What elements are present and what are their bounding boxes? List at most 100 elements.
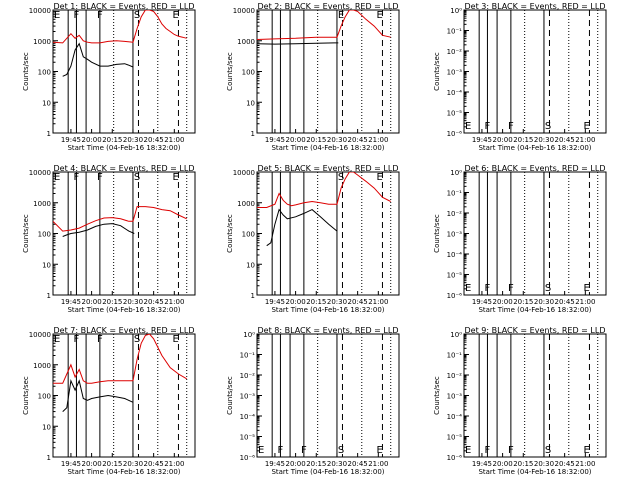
- panel-det-7: Det 7: BLACK = Events, RED = LLD 1 10 100 10…: [22, 326, 196, 476]
- plot-frame: [52, 171, 196, 296]
- event-marker-label: S: [338, 172, 344, 183]
- plot-frame: [52, 9, 196, 134]
- y-tick-label: 10: [246, 99, 255, 107]
- y-tick-label: 1: [47, 292, 51, 300]
- event-marker-label: F: [485, 445, 491, 456]
- event-marker-label: E: [465, 121, 471, 132]
- y-tick-label: 1000: [237, 38, 255, 46]
- x-tick-label: 20:45: [555, 136, 575, 144]
- panel-title: Det 4: BLACK = Events, RED = LLD: [54, 164, 195, 173]
- panel-det-3: Det 3: BLACK = Events, RED = LLD 10⁻⁶ 10⁻⁵…: [433, 2, 607, 152]
- x-tick-label: 21:00: [368, 460, 388, 468]
- x-tick-label: 19:45: [265, 136, 285, 144]
- y-tick-label: 10⁰: [450, 169, 462, 177]
- x-tick-label: 20:15: [306, 298, 326, 306]
- x-tick-label: 20:15: [513, 136, 533, 144]
- y-axis-label: Counts/sec: [226, 52, 234, 91]
- y-tick-label: 10⁻⁶: [240, 454, 256, 462]
- x-tick-label: 20:45: [348, 136, 368, 144]
- x-tick-label: 20:30: [534, 298, 554, 306]
- y-tick-label: 10⁻⁴: [447, 413, 463, 421]
- event-marker-label: F: [74, 10, 80, 21]
- plot-frame: [256, 9, 400, 134]
- x-tick-label: 20:00: [82, 460, 102, 468]
- event-marker-label: F: [97, 172, 103, 183]
- x-axis-label: Start Time (04-Feb-16 18:32:00): [271, 306, 384, 314]
- panel-det-5: Det 5: BLACK = Events, RED = LLD 1 10 100 10…: [226, 164, 400, 314]
- x-tick-label: 21:00: [164, 136, 184, 144]
- event-marker-label: F: [74, 334, 80, 345]
- x-tick-label: 20:15: [102, 298, 122, 306]
- y-tick-label: 10⁻⁵: [447, 110, 463, 118]
- panel-det-6: Det 6: BLACK = Events, RED = LLD 10⁻⁶ 10⁻⁵…: [433, 164, 607, 314]
- x-tick-label: 19:45: [472, 298, 492, 306]
- x-tick-label: 20:30: [327, 136, 347, 144]
- x-tick-label: 19:45: [61, 460, 81, 468]
- plot-frame: [256, 171, 400, 296]
- panel-det-4: Det 4: BLACK = Events, RED = LLD 1 10 100 10…: [22, 164, 196, 314]
- plot-frame: [52, 333, 196, 458]
- event-marker-label: E: [584, 445, 590, 456]
- series-lld-line: [257, 172, 391, 208]
- y-tick-label: 10⁻⁵: [447, 272, 463, 280]
- x-tick-label: 20:45: [144, 460, 164, 468]
- y-tick-label: 10⁻³: [447, 393, 463, 401]
- event-marker-label: E: [377, 445, 383, 456]
- y-axis-label: Counts/sec: [226, 376, 234, 415]
- event-marker-label: E: [377, 10, 383, 21]
- x-axis-label: Start Time (04-Feb-16 18:32:00): [478, 144, 591, 152]
- x-tick-label: 20:30: [327, 460, 347, 468]
- event-marker-label: F: [508, 283, 514, 294]
- event-marker-label: E: [173, 172, 179, 183]
- x-tick-label: 20:00: [493, 136, 513, 144]
- y-tick-label: 10⁻⁶: [447, 292, 463, 300]
- y-tick-label: 10⁰: [450, 7, 462, 15]
- x-tick-label: 21:00: [575, 136, 595, 144]
- series-events-line: [62, 42, 134, 77]
- x-tick-label: 19:45: [265, 460, 285, 468]
- event-marker-label: E: [173, 10, 179, 21]
- series-lld-line: [53, 206, 187, 232]
- y-tick-label: 10⁻²: [447, 372, 463, 380]
- x-axis-label: Start Time (04-Feb-16 18:32:00): [67, 468, 180, 476]
- event-marker-label: S: [134, 172, 140, 183]
- event-marker-label: E: [54, 10, 60, 21]
- event-marker-label: E: [173, 334, 179, 345]
- event-marker-label: F: [278, 445, 284, 456]
- x-tick-label: 20:45: [555, 298, 575, 306]
- y-axis-label: Counts/sec: [433, 376, 441, 415]
- panel-title: Det 5: BLACK = Events, RED = LLD: [258, 164, 399, 173]
- y-tick-label: 100: [38, 231, 51, 239]
- x-tick-label: 21:00: [164, 298, 184, 306]
- y-tick-label: 10000: [29, 7, 51, 15]
- y-tick-label: 10000: [233, 169, 255, 177]
- y-tick-label: 10: [246, 261, 255, 269]
- y-tick-label: 10⁻²: [447, 210, 463, 218]
- event-marker-label: F: [508, 445, 514, 456]
- x-tick-label: 20:15: [306, 460, 326, 468]
- event-marker-label: E: [258, 445, 264, 456]
- y-tick-label: 1: [47, 130, 51, 138]
- x-tick-label: 19:45: [472, 460, 492, 468]
- y-axis-label: Counts/sec: [22, 376, 30, 415]
- y-tick-label: 10⁰: [243, 331, 255, 339]
- x-tick-label: 20:45: [348, 460, 368, 468]
- panel-title: Det 3: BLACK = Events, RED = LLD: [465, 2, 606, 11]
- x-tick-label: 20:00: [493, 460, 513, 468]
- x-tick-label: 19:45: [472, 136, 492, 144]
- plot-frame: [463, 333, 607, 458]
- x-tick-label: 20:30: [534, 460, 554, 468]
- y-tick-label: 10⁻⁶: [447, 454, 463, 462]
- y-axis-label: Counts/sec: [433, 52, 441, 91]
- event-marker-label: S: [545, 445, 551, 456]
- panel-title: Det 2: BLACK = Events, RED = LLD: [258, 2, 399, 11]
